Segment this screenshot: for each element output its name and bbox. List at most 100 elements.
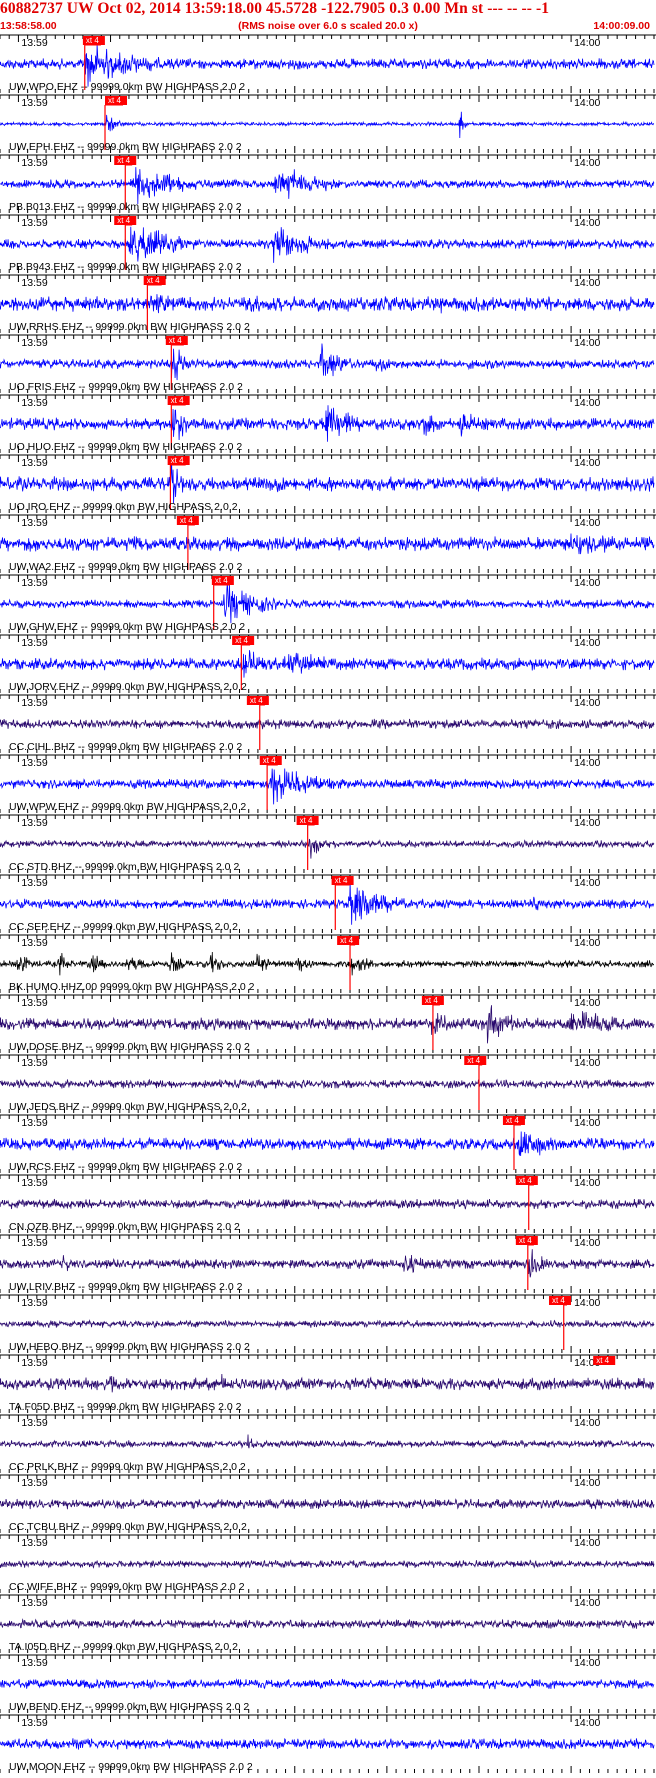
tick-label: 14:00: [574, 637, 600, 649]
tick-label: 14:00: [574, 1297, 600, 1309]
tick-label: 13:59: [21, 637, 47, 649]
tick-label: 14:00: [574, 1177, 600, 1189]
tick-label: 14:00: [574, 457, 600, 469]
trace-label: UO.HUO.EHZ -- 99999.0km BW HIGHPASS 2.0 …: [9, 441, 242, 453]
trace-label: UW.JORV.EHZ -- 99999.0km BW HIGHPASS 2.0…: [9, 681, 247, 693]
waveform: [0, 1131, 655, 1157]
pick-tag-label: xt 4: [108, 96, 121, 105]
waveform: [0, 167, 655, 205]
trace-row-10: 13:59 14:00 xt 4 UW.JORV.EHZ -- 99999.0km B…: [0, 634, 656, 693]
tick-label: 13:59: [21, 337, 47, 349]
waveform: [0, 1249, 655, 1278]
pick-tag: [421, 996, 444, 1005]
pick-tag-label: xt 4: [300, 816, 313, 825]
tick-label: 14:00: [574, 937, 600, 949]
waveform: [0, 650, 655, 678]
tick-label: 13:59: [21, 1477, 47, 1489]
trace-label: UO.IRO.EHZ -- 99999.0km BW HIGHPASS 2.0 …: [9, 501, 238, 513]
tick-label: 13:59: [21, 1297, 47, 1309]
pick-tag: [165, 336, 188, 345]
trace-row-25: 13:59 14:00 CC.WIFE.BHZ -- 99999.0km BW HI…: [0, 1534, 656, 1593]
pick-tag-label: xt 4: [215, 576, 228, 585]
pick-tag: [515, 1176, 538, 1185]
tick-label: 13:59: [21, 37, 47, 49]
trace-row-21: 13:59 14:00 xt 4 UW.HEBO.BHZ -- 99999.0km B…: [0, 1294, 656, 1353]
waveform: [0, 1498, 655, 1510]
trace-row-20: 13:59 14:00 xt 4 UW.LRIV.BHZ -- 99999.0km B…: [0, 1234, 656, 1293]
tick-label: 14:00: [574, 1117, 600, 1129]
pick-tag: [259, 756, 282, 765]
trace-label: CC.WIFE.BHZ -- 99999.0km BW HIGHPASS 2.0…: [9, 1581, 245, 1593]
trace-label: UW.RRHS.EHZ -- 99999.0km BW HIGHPASS 2.0…: [9, 321, 250, 333]
pick-tag: [105, 96, 128, 105]
trace-row-7: 13:59 14:00 xt 4 UO.IRO.EHZ -- 99999.0km BW…: [0, 454, 656, 513]
waveform: [0, 1198, 655, 1210]
tick-label: 13:59: [21, 1237, 47, 1249]
trace-label: UO.FRIS.EHZ -- 99999.0km BW HIGHPASS 2.0…: [9, 381, 243, 393]
trace-row-15: 13:59 14:00 xt 4 BK.HUMO.HHZ.00 99999.0km B…: [0, 934, 656, 993]
waveform: [0, 459, 655, 504]
pick-tag-label: xt 4: [596, 1356, 609, 1365]
trace-row-8: 13:59 14:00 xt 4 UW.WA2.EHZ -- 99999.0km BW…: [0, 514, 656, 573]
tick-label: 14:00: [574, 277, 600, 289]
trace-label: CC.PRLK.BHZ -- 99999.0km BW HIGHPASS 2.0…: [9, 1461, 246, 1473]
tick-label: 13:59: [21, 1117, 47, 1129]
pick-tag: [502, 1116, 525, 1125]
tick-label: 14:00: [574, 157, 600, 169]
tick-label: 13:59: [21, 217, 47, 229]
trace-label: CC.CIHL.BHZ -- 99999.0km BW HIGHPASS 2.0…: [9, 741, 242, 753]
trace-label: UW.MOON.EHZ -- 99999.0km BW HIGHPASS 2.0…: [9, 1761, 253, 1773]
trace-row-18: 13:59 14:00 xt 4 UW.RCS.EHZ -- 99999.0km BW…: [0, 1114, 656, 1173]
pick-tag: [515, 1236, 538, 1245]
trace-label: UW.RCS.EHZ -- 99999.0km BW HIGHPASS 2.0 …: [9, 1161, 242, 1173]
tick-label: 13:59: [21, 997, 47, 1009]
tick-label: 14:00: [574, 517, 600, 529]
trace-row-12: 13:59 14:00 xt 4 UW.WPW.EHZ -- 99999.0km BW…: [0, 754, 656, 813]
tick-label: 13:59: [21, 1357, 47, 1369]
waveform: [0, 226, 655, 263]
waveform: [0, 838, 655, 859]
pick-tag-label: xt 4: [171, 396, 184, 405]
waveform: [0, 718, 655, 730]
tick-label: 14:00: [574, 337, 600, 349]
trace-label: TA.I05D.BHZ -- 99999.0km BW HIGHPASS 2.0…: [9, 1641, 238, 1653]
pick-tag-label: xt 4: [117, 216, 130, 225]
pick-tag: [246, 696, 269, 705]
pick-tag: [232, 636, 255, 645]
pick-tag-label: xt 4: [180, 516, 193, 525]
waveform: [0, 533, 655, 555]
pick-tag: [82, 36, 105, 45]
pick-tag-label: xt 4: [235, 636, 248, 645]
waveform: [0, 1005, 655, 1044]
trace-row-23: 13:59 14:00 CC.PRLK.BHZ -- 99999.0km BW HI…: [0, 1414, 656, 1473]
waveform: [0, 881, 655, 925]
waveform: [0, 294, 655, 314]
tick-label: 13:59: [21, 1057, 47, 1069]
tick-label: 13:59: [21, 457, 47, 469]
tick-label: 14:00: [574, 397, 600, 409]
tick-label: 14:00: [574, 1057, 600, 1069]
trace-row-27: 13:59 14:00 UW.BEND.EHZ -- 99999.0km BW HI…: [0, 1654, 656, 1713]
trace-label: PB.B013.EHZ -- 99999.0km BW HIGHPASS 2.0…: [9, 201, 242, 213]
tick-label: 13:59: [21, 157, 47, 169]
waveform: [0, 1319, 655, 1329]
trace-row-16: 13:59 14:00 xt 4 UW.DOSE.BHZ -- 99999.0km B…: [0, 994, 656, 1053]
pick-tag-label: xt 4: [467, 1056, 480, 1065]
trace-row-5: 13:59 14:00 xt 4 UO.FRIS.EHZ -- 99999.0km B…: [0, 334, 656, 393]
waveform: [0, 1078, 655, 1090]
pick-tag-label: xt 4: [250, 696, 263, 705]
pick-tag-label: xt 4: [335, 876, 348, 885]
tick-label: 14:00: [574, 997, 600, 1009]
tick-label: 14:00: [574, 217, 600, 229]
plot-header: 60882737 UW Oct 02, 2014 13:59:18.00 45.…: [0, 0, 656, 34]
trace-row-24: 13:59 14:00 CC.TCBU.BHZ -- 99999.0km BW HI…: [0, 1474, 656, 1533]
trace-label: UW.HEBO.BHZ -- 99999.0km BW HIGHPASS 2.0…: [9, 1341, 250, 1353]
waveform: [0, 951, 655, 976]
pick-tag-label: xt 4: [263, 756, 276, 765]
pick-tag-label: xt 4: [147, 276, 160, 285]
event-title: 60882737 UW Oct 02, 2014 13:59:18.00 45.…: [0, 0, 550, 17]
pick-tag: [143, 276, 166, 285]
pick-tag: [176, 516, 199, 525]
trace-row-26: 13:59 14:00 TA.I05D.BHZ -- 99999.0km BW HI…: [0, 1594, 656, 1653]
